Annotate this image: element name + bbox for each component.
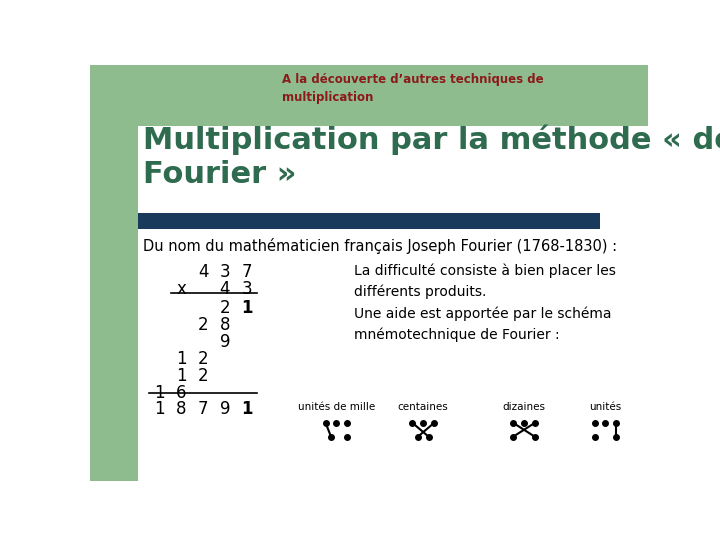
Text: 1: 1 xyxy=(240,299,252,317)
Text: dizaines: dizaines xyxy=(503,402,546,412)
Bar xyxy=(138,213,600,229)
Text: A la découverte d’autres techniques de
multiplication: A la découverte d’autres techniques de m… xyxy=(282,72,544,104)
Text: 2: 2 xyxy=(198,367,209,384)
Text: 1: 1 xyxy=(154,383,165,402)
Text: 1: 1 xyxy=(240,400,252,418)
Text: 8: 8 xyxy=(176,400,186,418)
Text: 9: 9 xyxy=(220,333,230,351)
Text: Multiplication par la méthode « de
Fourier »: Multiplication par la méthode « de Fouri… xyxy=(143,125,720,189)
Text: 2: 2 xyxy=(198,350,209,368)
Text: 2: 2 xyxy=(198,316,209,334)
Text: centaines: centaines xyxy=(398,402,449,412)
Text: 9: 9 xyxy=(220,400,230,418)
Bar xyxy=(90,65,138,481)
Text: 4: 4 xyxy=(220,280,230,299)
Text: 6: 6 xyxy=(176,383,186,402)
Text: 2: 2 xyxy=(220,299,230,317)
Text: 7: 7 xyxy=(241,264,252,281)
Text: 1: 1 xyxy=(176,350,186,368)
Text: 1: 1 xyxy=(176,367,186,384)
Text: La difficulté consiste à bien placer les
différents produits.
Une aide est appor: La difficulté consiste à bien placer les… xyxy=(354,264,616,342)
Text: 8: 8 xyxy=(220,316,230,334)
Bar xyxy=(138,65,648,126)
Text: 1: 1 xyxy=(154,400,165,418)
Text: Du nom du mathématicien français Joseph Fourier (1768-1830) :: Du nom du mathématicien français Joseph … xyxy=(143,238,617,254)
Text: 3: 3 xyxy=(220,264,230,281)
Text: unités: unités xyxy=(589,402,621,412)
Text: 3: 3 xyxy=(241,280,252,299)
Text: unités de mille: unités de mille xyxy=(298,402,375,412)
Text: 4: 4 xyxy=(198,264,208,281)
Text: x: x xyxy=(176,280,186,299)
Text: 7: 7 xyxy=(198,400,208,418)
